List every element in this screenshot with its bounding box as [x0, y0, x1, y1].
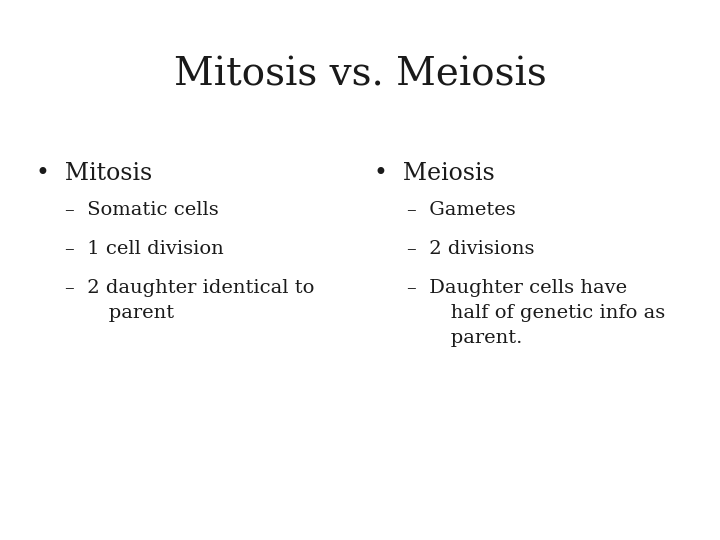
Text: –  2 daughter identical to
       parent: – 2 daughter identical to parent: [65, 279, 314, 322]
Text: •  Mitosis: • Mitosis: [36, 162, 152, 185]
Text: Mitosis vs. Meiosis: Mitosis vs. Meiosis: [174, 57, 546, 94]
Text: –  Somatic cells: – Somatic cells: [65, 201, 219, 219]
Text: –  Gametes: – Gametes: [407, 201, 516, 219]
Text: •  Meiosis: • Meiosis: [374, 162, 495, 185]
Text: –  1 cell division: – 1 cell division: [65, 240, 223, 258]
Text: –  Daughter cells have
       half of genetic info as
       parent.: – Daughter cells have half of genetic in…: [407, 279, 665, 347]
Text: –  2 divisions: – 2 divisions: [407, 240, 534, 258]
